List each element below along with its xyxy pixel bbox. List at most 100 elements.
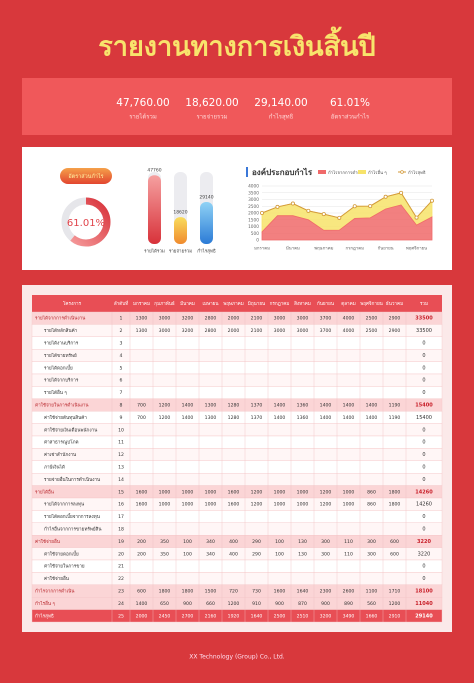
row-total: 0 — [422, 378, 425, 384]
cell-value: 110 — [344, 539, 353, 545]
row-total: 0 — [422, 365, 425, 371]
kpi-value: 29,140.00 — [254, 97, 307, 109]
bar-category-label: รายได้รวม — [144, 249, 165, 255]
cell-value: 200 — [137, 539, 146, 545]
bar-value-label: 47760 — [147, 168, 161, 174]
table-header: กันยายน — [317, 300, 335, 307]
table-row-bg — [31, 336, 443, 350]
y-tick-label: 3000 — [248, 197, 259, 203]
row-label: ค่าใช้จ่ายอื่น — [44, 575, 70, 582]
cell-value: 1600 — [228, 502, 240, 508]
row-total: 0 — [422, 564, 425, 570]
cell-value: 340 — [206, 551, 215, 557]
cell-value: 1190 — [389, 403, 401, 409]
row-label: ค่าใช้จ่ายอื่น — [35, 538, 61, 545]
cell-value: 910 — [252, 601, 261, 607]
cell-value: 1200 — [159, 403, 171, 409]
cell-value: 1360 — [297, 415, 309, 421]
row-total: 14260 — [416, 502, 432, 508]
title-accent — [246, 167, 248, 177]
cell-value: 1200 — [251, 489, 263, 495]
table-header: เมษายน — [202, 302, 219, 307]
row-number: 25 — [118, 613, 124, 619]
row-total: 15400 — [415, 403, 433, 409]
table-row-bg — [31, 386, 443, 399]
cell-value: 1400 — [274, 415, 286, 421]
table-row-bg — [31, 448, 443, 461]
legend-label: กำไรจากการดำเนิน — [328, 170, 365, 176]
cell-value: 1400 — [274, 403, 286, 409]
legend-label: กำไรอื่น ๆ — [368, 169, 387, 176]
cell-value: 2800 — [205, 328, 217, 334]
cell-value: 900 — [183, 601, 192, 607]
cell-value: 4000 — [343, 316, 355, 322]
table-header: พฤศจิกายน — [360, 301, 383, 307]
ratio-button — [60, 168, 112, 184]
cell-value: 1200 — [389, 601, 401, 607]
point — [290, 201, 295, 206]
x-tick-label: พฤษภาคม — [314, 246, 333, 252]
row-total: 0 — [422, 527, 425, 533]
row-total: 33500 — [416, 328, 432, 334]
row-number: 19 — [118, 539, 124, 545]
row-number: 20 — [118, 551, 124, 557]
cell-value: 1920 — [228, 613, 240, 619]
cell-value: 660 — [206, 601, 215, 607]
cell-value: 1800 — [389, 502, 401, 508]
cell-value: 3700 — [320, 316, 332, 322]
row-number: 6 — [120, 378, 123, 384]
cell-value: 1660 — [366, 613, 378, 619]
cell-value: 2450 — [159, 613, 171, 619]
row-label: รายได้งานบริการ — [44, 340, 79, 347]
cell-value: 600 — [137, 589, 146, 595]
row-total: 0 — [422, 477, 425, 483]
table-row-bg — [31, 572, 443, 586]
cell-value: 1300 — [205, 403, 217, 409]
cell-value: 2500 — [366, 328, 378, 334]
row-number: 9 — [120, 415, 123, 421]
row-number: 11 — [118, 440, 124, 446]
summary-box — [22, 78, 452, 135]
row-number: 15 — [118, 489, 124, 495]
row-label: รายได้ดอกเบี้ย — [44, 364, 73, 371]
bar-value-label: 18620 — [173, 210, 187, 216]
summary: 47,760.00 รายได้รวม 18,620.00 รายจ่ายรวม 29,… — [116, 97, 370, 121]
point — [368, 204, 373, 209]
kpi-label: กำไรสุทธิ — [269, 113, 294, 121]
cell-value: 1800 — [159, 589, 171, 595]
cell-value: 1100 — [366, 589, 378, 595]
cell-value: 2910 — [389, 613, 401, 619]
cell-value: 2900 — [389, 316, 401, 322]
cell-value: 1400 — [343, 403, 355, 409]
cell-value: 350 — [160, 539, 169, 545]
kpi-value: 61.01% — [330, 97, 370, 109]
cell-value: 2500 — [366, 316, 378, 322]
row-label: ค่าใช้จ่ายดอกเบี้ย — [44, 550, 79, 557]
row-label: รายได้อื่น ๆ — [44, 389, 67, 396]
cell-value: 3000 — [297, 316, 309, 322]
cell-value: 870 — [298, 601, 307, 607]
cell-value: 340 — [206, 539, 215, 545]
cell-value: 1300 — [205, 415, 217, 421]
cell-value: 200 — [137, 551, 146, 557]
bar-value-label: 29140 — [199, 195, 213, 201]
row-label: รายได้อื่น — [35, 488, 55, 495]
legend-swatch — [400, 170, 404, 174]
cell-value: 100 — [183, 539, 192, 545]
row-total: 0 — [422, 427, 425, 433]
y-tick-label: 2500 — [248, 204, 259, 210]
cell-value: 600 — [390, 551, 399, 557]
point — [259, 210, 264, 215]
cell-value: 1370 — [251, 415, 263, 421]
cell-value: 2000 — [228, 328, 240, 334]
cell-value: 110 — [344, 551, 353, 557]
legend-swatch — [358, 170, 366, 174]
row-total: 0 — [422, 465, 425, 471]
point — [429, 198, 434, 203]
cell-value: 600 — [390, 539, 399, 545]
table-row-bg — [31, 361, 443, 375]
bar-chart: 47760 รายได้รวม 18620 รายจ่ายรวม 29140 กำไรสุ… — [144, 168, 216, 255]
row-label: ค่าใช้จ่ายต้นทุนสินค้า — [44, 415, 87, 421]
cell-value: 1400 — [366, 403, 378, 409]
